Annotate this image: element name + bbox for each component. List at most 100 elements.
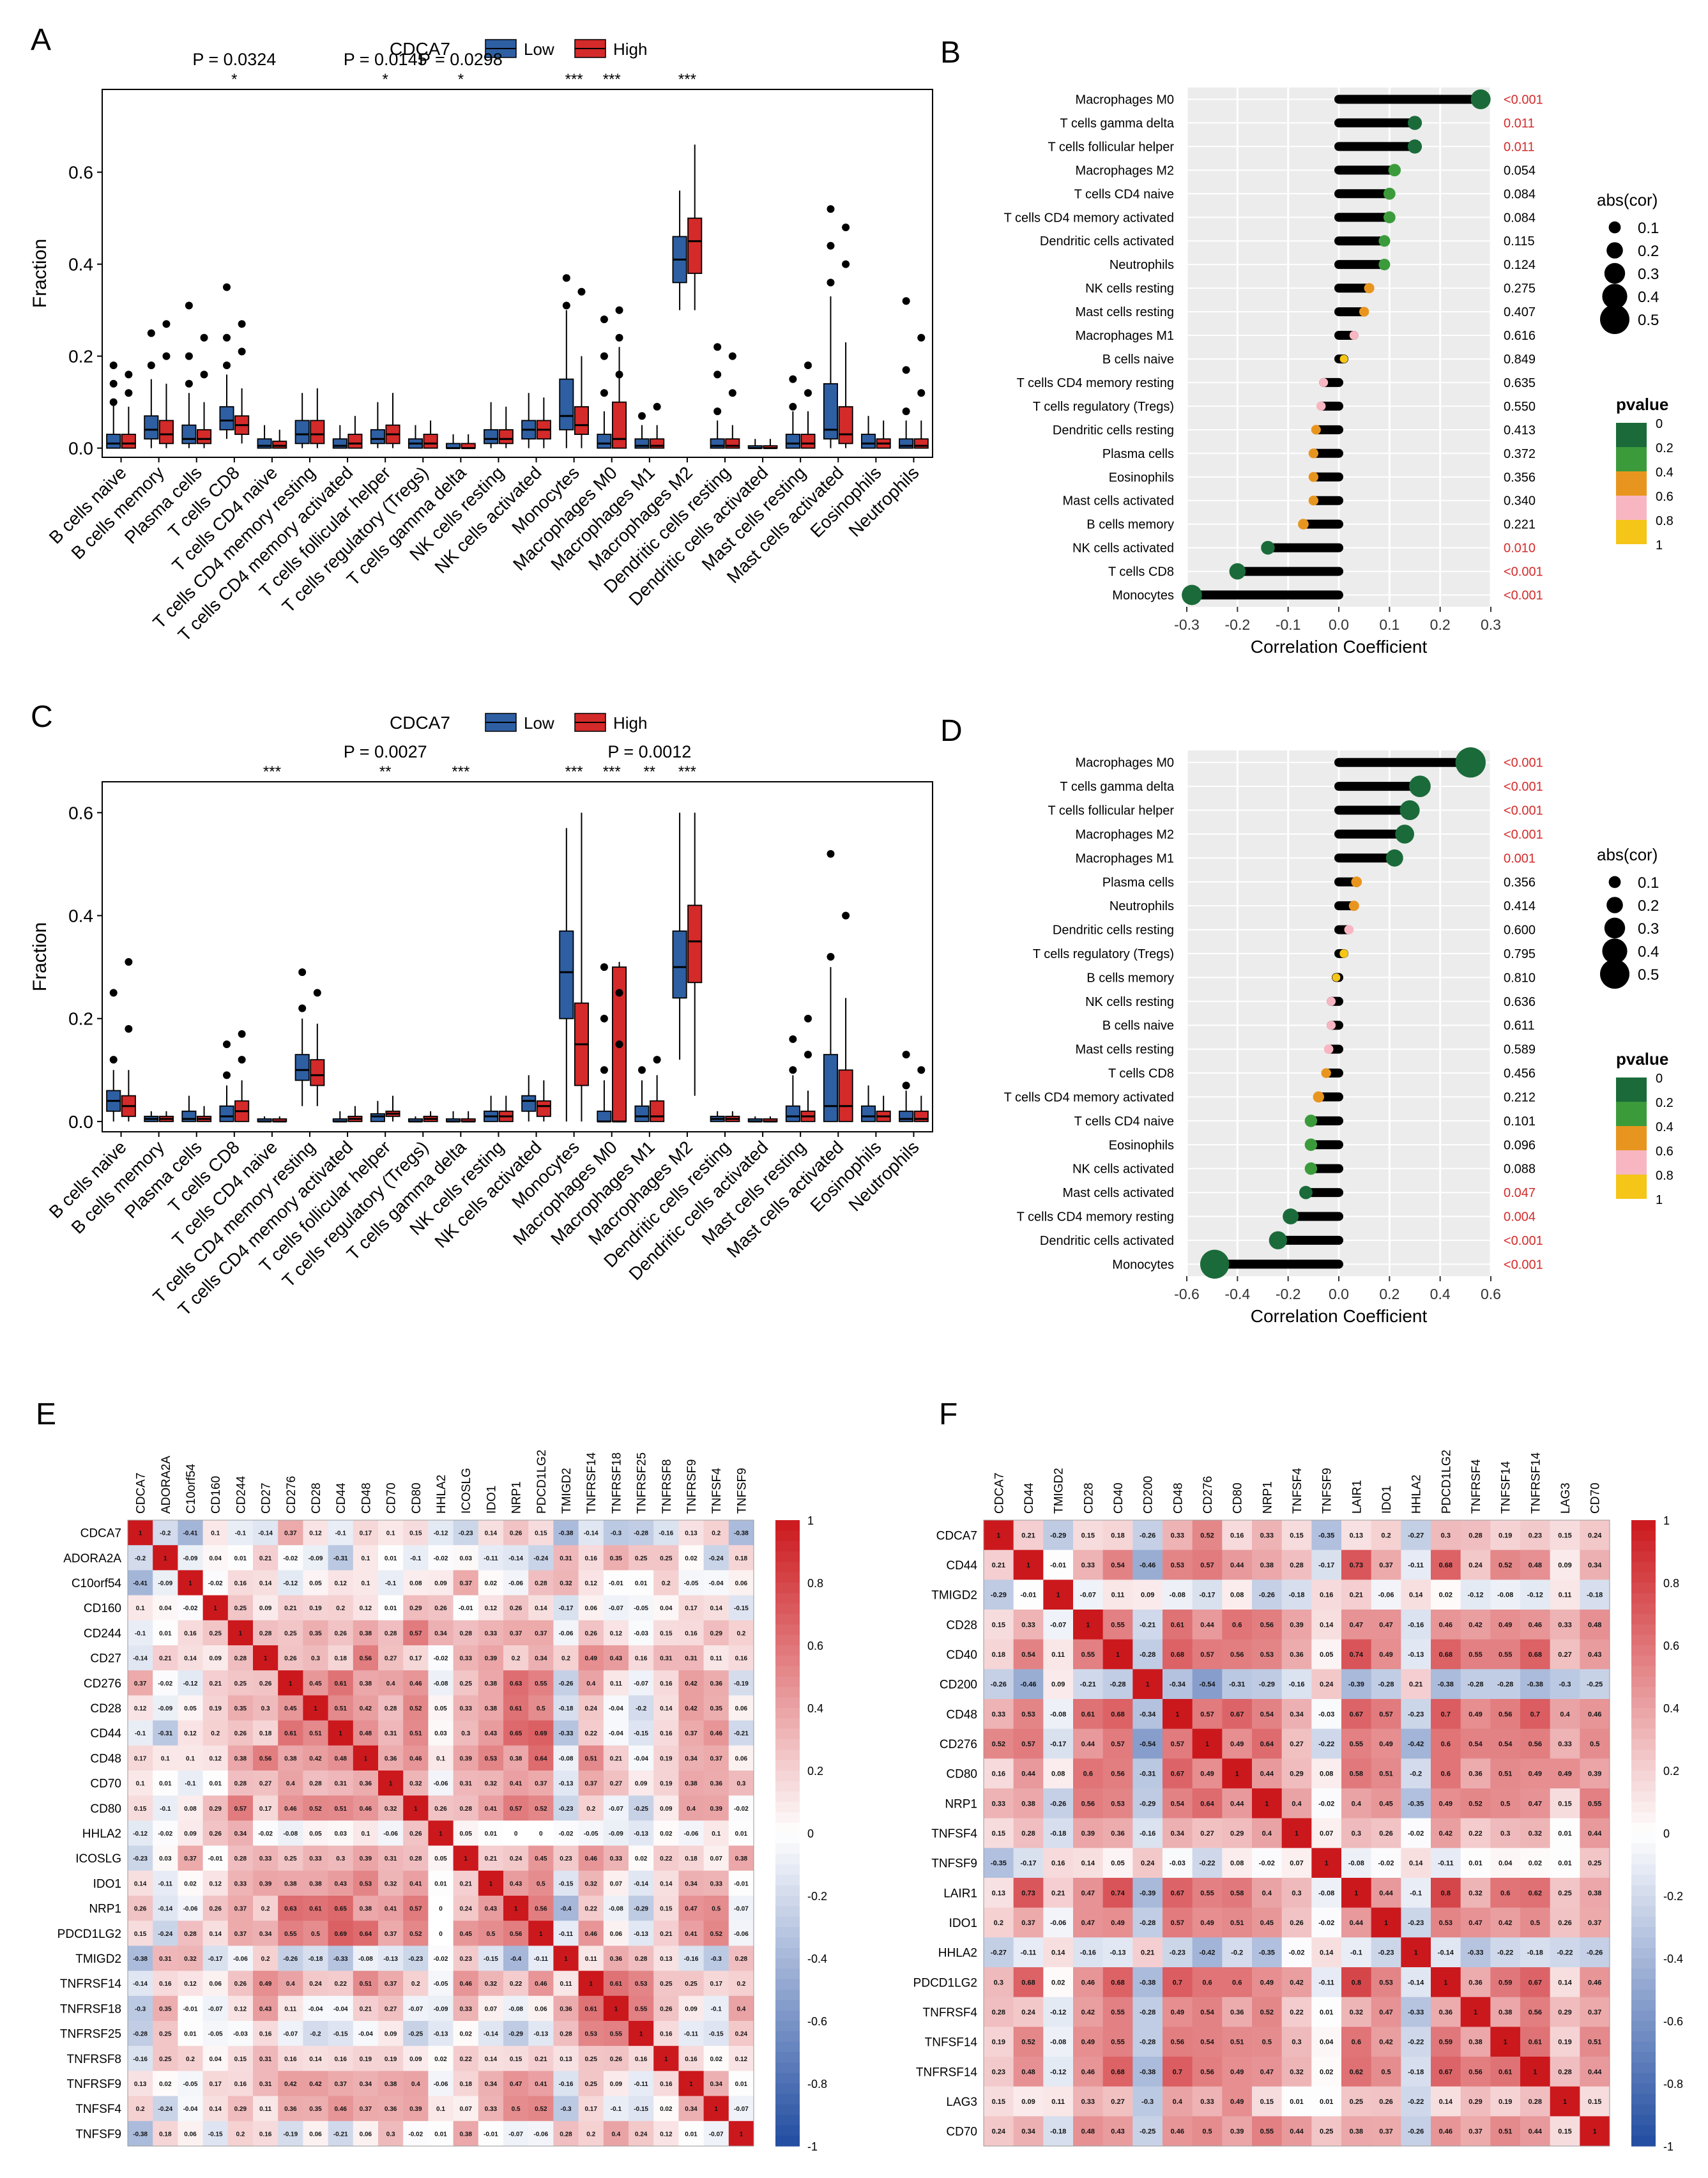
heatmap-cell-value: 0.48 xyxy=(1588,1621,1601,1629)
panel-letter-f: F xyxy=(939,1397,957,1431)
heatmap-cell-value: 0.46 xyxy=(360,1806,372,1813)
heatmap-cell xyxy=(478,1695,504,1721)
heatmap-cell-value: 1 xyxy=(564,1956,568,1963)
heatmap-cell xyxy=(728,2046,754,2071)
pvalue-legend-title: pvalue xyxy=(1616,1049,1668,1069)
heatmap-cell-value: 0.28 xyxy=(735,1956,748,1963)
row-pvalue: 0.372 xyxy=(1504,447,1536,461)
heatmap-cell-value: 0.42 xyxy=(309,1755,322,1762)
heatmap-cell-value: -0.01 xyxy=(459,1605,473,1612)
heatmap-cell-value: -0.16 xyxy=(659,1530,673,1537)
heatmap-cell-value: 0.27 xyxy=(259,1781,272,1788)
heatmap-cell-value: -0.02 xyxy=(559,1831,574,1838)
heatmap-cell xyxy=(403,2046,429,2071)
heatmap-cell-value: 0.37 xyxy=(1588,1919,1601,1927)
heatmap-cell xyxy=(478,1520,504,1546)
heatmap-cell xyxy=(629,2046,654,2071)
heatmap-cell xyxy=(703,1545,729,1571)
heatmap-cell-value: 0.15 xyxy=(1558,1800,1571,1808)
heatmap-cell xyxy=(278,1820,303,1847)
heatmap-cell-value: -0.4 xyxy=(510,1956,522,1963)
colorbar-segment xyxy=(775,1958,800,1969)
heatmap-cell xyxy=(202,1995,229,2022)
heatmap-cell xyxy=(553,1845,579,1871)
heatmap-cell-value: 0.25 xyxy=(284,1630,297,1637)
heatmap-cell-value: 0.39 xyxy=(710,1806,722,1813)
heatmap-cell-value: 0.36 xyxy=(1290,1651,1303,1659)
heatmap-cell-value: 0.46 xyxy=(1588,1710,1601,1718)
heatmap-cell-value: 0.48 xyxy=(1021,2068,1035,2076)
heatmap-cell xyxy=(703,1870,729,1896)
heatmap-cell-value: -0.02 xyxy=(1318,1919,1334,1927)
heatmap-cell-value: 0.15 xyxy=(660,1906,673,1913)
heatmap-cell xyxy=(678,1595,705,1621)
heatmap-cell-value: 1 xyxy=(364,1755,368,1762)
heatmap-cell xyxy=(227,2071,254,2097)
heatmap-cell-value: 0.37 xyxy=(1021,1919,1035,1927)
heatmap-cell-value: -0.12 xyxy=(183,1680,198,1687)
row-label-dendritic-cells-resting: Dendritic cells resting xyxy=(1053,924,1174,938)
heatmap-cell-value: 0.25 xyxy=(660,1555,673,1562)
heatmap-cell xyxy=(253,1896,278,1921)
heatmap-cell-value: -0.31 xyxy=(1140,1771,1155,1778)
row-label-cd80: CD80 xyxy=(90,1802,121,1816)
y-tick-label: 0.6 xyxy=(68,163,93,183)
heatmap-cell xyxy=(328,1520,354,1546)
heatmap-cell xyxy=(428,1620,454,1646)
heatmap-cell xyxy=(553,1570,579,1596)
heatmap-cell-value: 0.68 xyxy=(1529,1651,1542,1659)
heatmap-cell xyxy=(453,1795,479,1821)
heatmap-cell-value: 0.21 xyxy=(360,2006,372,2013)
heatmap-cell-value: 0.73 xyxy=(1021,1889,1035,1897)
heatmap-cell-value: 0.44 xyxy=(1588,1830,1602,1838)
colorbar-segment xyxy=(775,1634,800,1646)
heatmap-cell xyxy=(503,1695,529,1721)
heatmap-cell-value: 0.16 xyxy=(1051,1860,1065,1868)
heatmap-cell xyxy=(253,1695,278,1721)
heatmap-cell xyxy=(227,1645,254,1671)
size-legend-title: abs(cor) xyxy=(1597,845,1658,864)
outlier-point xyxy=(600,352,608,360)
heatmap-cell-value: 0.17 xyxy=(134,1755,147,1762)
heatmap-cell-value: 0.28 xyxy=(535,1580,547,1587)
significance-stars: *** xyxy=(678,763,696,781)
colorbar-segment xyxy=(775,1697,800,1709)
heatmap-cell-value: 0.17 xyxy=(209,2081,222,2088)
significance-stars: *** xyxy=(603,71,621,88)
heatmap-cell-value: 0.22 xyxy=(510,1981,522,1988)
heatmap-cell xyxy=(353,1620,379,1646)
row-label-nk-cells-resting: NK cells resting xyxy=(1085,995,1174,1009)
outlier-point xyxy=(577,287,586,296)
heatmap-cell xyxy=(503,1570,529,1596)
pvalue-legend-label: 1 xyxy=(1656,538,1663,552)
heatmap-cell-value: 0.38 xyxy=(685,1781,698,1788)
box-low-mast-cells-resting xyxy=(785,1105,800,1122)
heatmap-cell-value: -0.34 xyxy=(1140,1710,1156,1718)
outlier-point xyxy=(713,343,722,351)
heatmap-cell xyxy=(578,1695,604,1721)
heatmap-cell-value: 0.28 xyxy=(459,1806,472,1813)
heatmap-cell-value: 1 xyxy=(1056,1592,1060,1599)
heatmap-cell-value: -0.15 xyxy=(734,1605,749,1612)
heatmap-cell-value: 1 xyxy=(1175,1710,1179,1718)
heatmap-cell-value: -0.28 xyxy=(1140,2009,1155,2016)
heatmap-cell-value: -0.24 xyxy=(158,1931,172,1938)
heatmap-cell xyxy=(403,1995,429,2022)
heatmap-cell-value: -0.14 xyxy=(508,1555,523,1562)
heatmap-cell-value: 0.16 xyxy=(660,2081,673,2088)
heatmap-cell-value: 0.27 xyxy=(385,1656,397,1663)
heatmap-cell-value: 0.55 xyxy=(1111,2009,1124,2016)
heatmap-cell xyxy=(428,1670,454,1696)
heatmap-cell xyxy=(178,2046,204,2071)
heatmap-cell-value: 0.19 xyxy=(1498,2098,1512,2106)
heatmap-cell-value: -0.02 xyxy=(1259,1860,1275,1868)
column-label-tnfsf9: TNFSF9 xyxy=(735,1468,749,1514)
heatmap-cell-value: 0.03 xyxy=(434,1730,447,1737)
heatmap-cell-value: 0.34 xyxy=(434,1630,447,1637)
heatmap-cell xyxy=(202,1771,229,1796)
heatmap-cell-value: 0.49 xyxy=(1529,1771,1542,1778)
heatmap-cell-value: 0.28 xyxy=(385,1705,397,1712)
heatmap-cell-value: 0.02 xyxy=(1051,1979,1065,1986)
heatmap-cell-value: 0.27 xyxy=(1290,1740,1303,1748)
heatmap-cell-value: 0.46 xyxy=(1171,2128,1184,2136)
